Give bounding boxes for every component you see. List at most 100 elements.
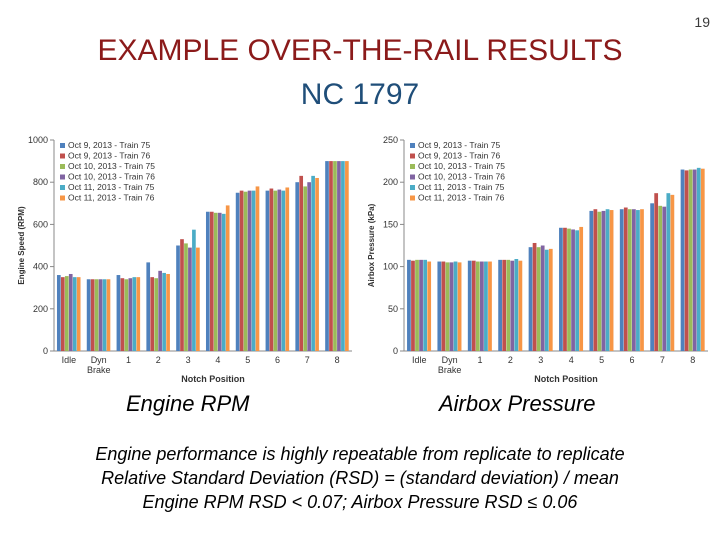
rpm-x-tick-label: 8 <box>335 355 340 365</box>
airbox-bar <box>684 170 689 351</box>
rpm-bar <box>154 278 158 351</box>
footer-line-1: Engine performance is highly repeatable … <box>95 444 625 464</box>
footer-line-2: Relative Standard Deviation (RSD) = (sta… <box>101 468 619 488</box>
rpm-legend-swatch <box>60 143 65 148</box>
airbox-bar <box>510 260 515 351</box>
page-subtitle: NC 1797 <box>300 78 420 111</box>
rpm-bar <box>225 205 230 351</box>
rpm-legend-entry: Oct 9, 2013 - Train 76 <box>68 151 150 161</box>
airbox-bar <box>437 261 442 351</box>
rpm-bar <box>124 279 129 351</box>
airbox-bar <box>518 260 523 351</box>
airbox-bar <box>514 259 519 351</box>
airbox-legend-swatch <box>410 195 415 201</box>
airbox-bar <box>593 209 598 351</box>
airbox-legend-entry: Oct 10, 2013 - Train 76 <box>418 172 505 182</box>
rpm-bar <box>106 279 111 351</box>
rpm-legend-swatch <box>60 174 65 180</box>
rpm-bar <box>277 189 282 351</box>
rpm-bar <box>295 182 300 351</box>
airbox-bar <box>415 259 419 351</box>
page-title: EXAMPLE OVER-THE-RAIL RESULTS <box>97 34 623 67</box>
airbox-bar <box>441 261 446 351</box>
airbox-y-axis-label: Airbox Pressure (kPa) <box>367 203 376 287</box>
airbox-bar <box>696 167 701 351</box>
airbox-bar <box>640 209 644 351</box>
rpm-bar <box>120 278 125 351</box>
rpm-x-tick-label: 2 <box>156 355 161 365</box>
rpm-bar <box>162 272 166 351</box>
airbox-x-tick-label: 6 <box>629 355 634 365</box>
rpm-y-tick-label: 600 <box>33 219 48 229</box>
airbox-x-tick-label: Idle <box>412 355 427 365</box>
airbox-bar <box>484 261 488 351</box>
airbox-x-tick-label: Dyn Brake <box>438 355 462 375</box>
rpm-legend-entry: Oct 9, 2013 - Train 75 <box>68 140 150 150</box>
rpm-legend-entry: Oct 11, 2013 - Train 75 <box>68 182 155 192</box>
airbox-bar <box>498 259 502 351</box>
rpm-bar <box>307 182 311 351</box>
rpm-y-tick-label: 400 <box>33 262 48 272</box>
rpm-bar <box>150 277 155 351</box>
rpm-bar <box>329 161 333 351</box>
rpm-bar <box>60 277 65 351</box>
rpm-y-tick-label: 200 <box>33 304 48 314</box>
rpm-bar <box>188 247 192 351</box>
airbox-bar <box>467 260 472 351</box>
engine-rpm-caption: Engine RPM <box>126 391 250 416</box>
rpm-bar <box>337 161 341 351</box>
airbox-bar <box>548 248 553 351</box>
airbox-bar <box>632 209 636 351</box>
airbox-bar <box>575 230 580 351</box>
rpm-bar <box>243 191 248 351</box>
airbox-bar <box>658 205 663 351</box>
rpm-x-tick-label: 1 <box>126 355 131 365</box>
rpm-x-tick-label: Dyn Brake <box>87 355 111 375</box>
rpm-bar <box>217 212 222 351</box>
airbox-x-tick-label: 4 <box>569 355 574 365</box>
airbox-bar <box>579 226 584 351</box>
airbox-bar <box>540 245 545 351</box>
airbox-legend-entry: Oct 9, 2013 - Train 75 <box>418 140 500 150</box>
airbox-x-tick-label: 8 <box>690 355 695 365</box>
airbox-bar <box>692 169 697 351</box>
airbox-x-tick-label: 5 <box>599 355 604 365</box>
rpm-y-tick-label: 800 <box>33 177 48 187</box>
rpm-bar <box>251 190 256 351</box>
rpm-bar <box>247 190 252 351</box>
airbox-bar <box>449 262 454 351</box>
airbox-bar <box>427 261 432 351</box>
airbox-legend-swatch <box>410 185 415 190</box>
airbox-y-tick-label: 150 <box>383 219 398 229</box>
airbox-bar <box>407 259 411 351</box>
airbox-legend-entry: Oct 10, 2013 - Train 75 <box>418 161 505 171</box>
rpm-bar <box>235 192 240 351</box>
airbox-legend-entry: Oct 11, 2013 - Train 75 <box>418 182 505 192</box>
airbox-bar <box>506 259 511 351</box>
rpm-bar <box>333 161 337 351</box>
airbox-bar <box>475 261 480 351</box>
airbox-y-tick-label: 0 <box>393 346 398 356</box>
rpm-y-tick-label: 0 <box>43 346 48 356</box>
airbox-x-tick-label: 2 <box>508 355 513 365</box>
airbox-bar <box>627 209 632 351</box>
rpm-bar <box>128 278 133 351</box>
rpm-bar <box>285 187 290 351</box>
rpm-y-tick-label: 1000 <box>28 135 48 145</box>
airbox-bar <box>457 262 462 351</box>
rpm-bar <box>116 275 121 351</box>
airbox-bar <box>544 249 549 351</box>
airbox-bar <box>559 227 563 351</box>
airbox-pressure-caption: Airbox Pressure <box>439 391 596 416</box>
rpm-bar <box>86 279 91 351</box>
airbox-bar <box>488 261 492 351</box>
airbox-y-tick-label: 200 <box>383 177 398 187</box>
airbox-bar <box>536 247 541 351</box>
airbox-legend-swatch <box>410 174 415 180</box>
airbox-bar <box>680 169 685 351</box>
rpm-bar <box>98 279 103 351</box>
airbox-bar <box>453 261 458 351</box>
rpm-bar <box>205 211 210 351</box>
rpm-bar <box>196 247 200 351</box>
airbox-bar <box>445 262 450 351</box>
